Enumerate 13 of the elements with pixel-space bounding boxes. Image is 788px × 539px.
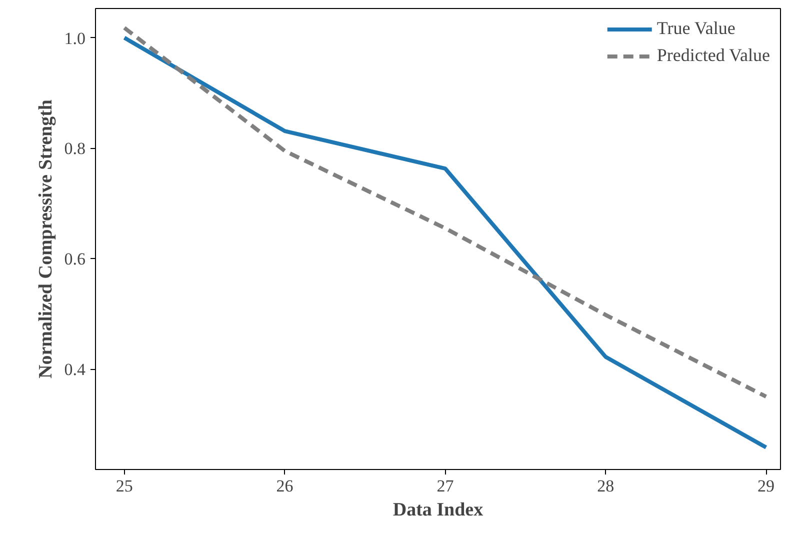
x-tick-label: 28 <box>597 476 614 496</box>
y-tick-label: 0.6 <box>64 250 86 269</box>
y-axis-title: Normalized Compressive Strength <box>35 99 56 378</box>
x-axis-title: Data Index <box>392 500 484 520</box>
legend-label: True Value <box>656 18 736 39</box>
x-tick-label: 29 <box>758 476 775 496</box>
legend-label: Predicted Value <box>656 45 770 66</box>
x-tick-label: 25 <box>116 476 133 496</box>
y-tick-label: 0.8 <box>64 139 86 158</box>
x-tick-label: 27 <box>436 476 454 496</box>
x-tick-label: 26 <box>276 476 294 496</box>
y-tick-label: 0.4 <box>64 360 86 380</box>
y-tick-label: 1.0 <box>64 28 86 48</box>
